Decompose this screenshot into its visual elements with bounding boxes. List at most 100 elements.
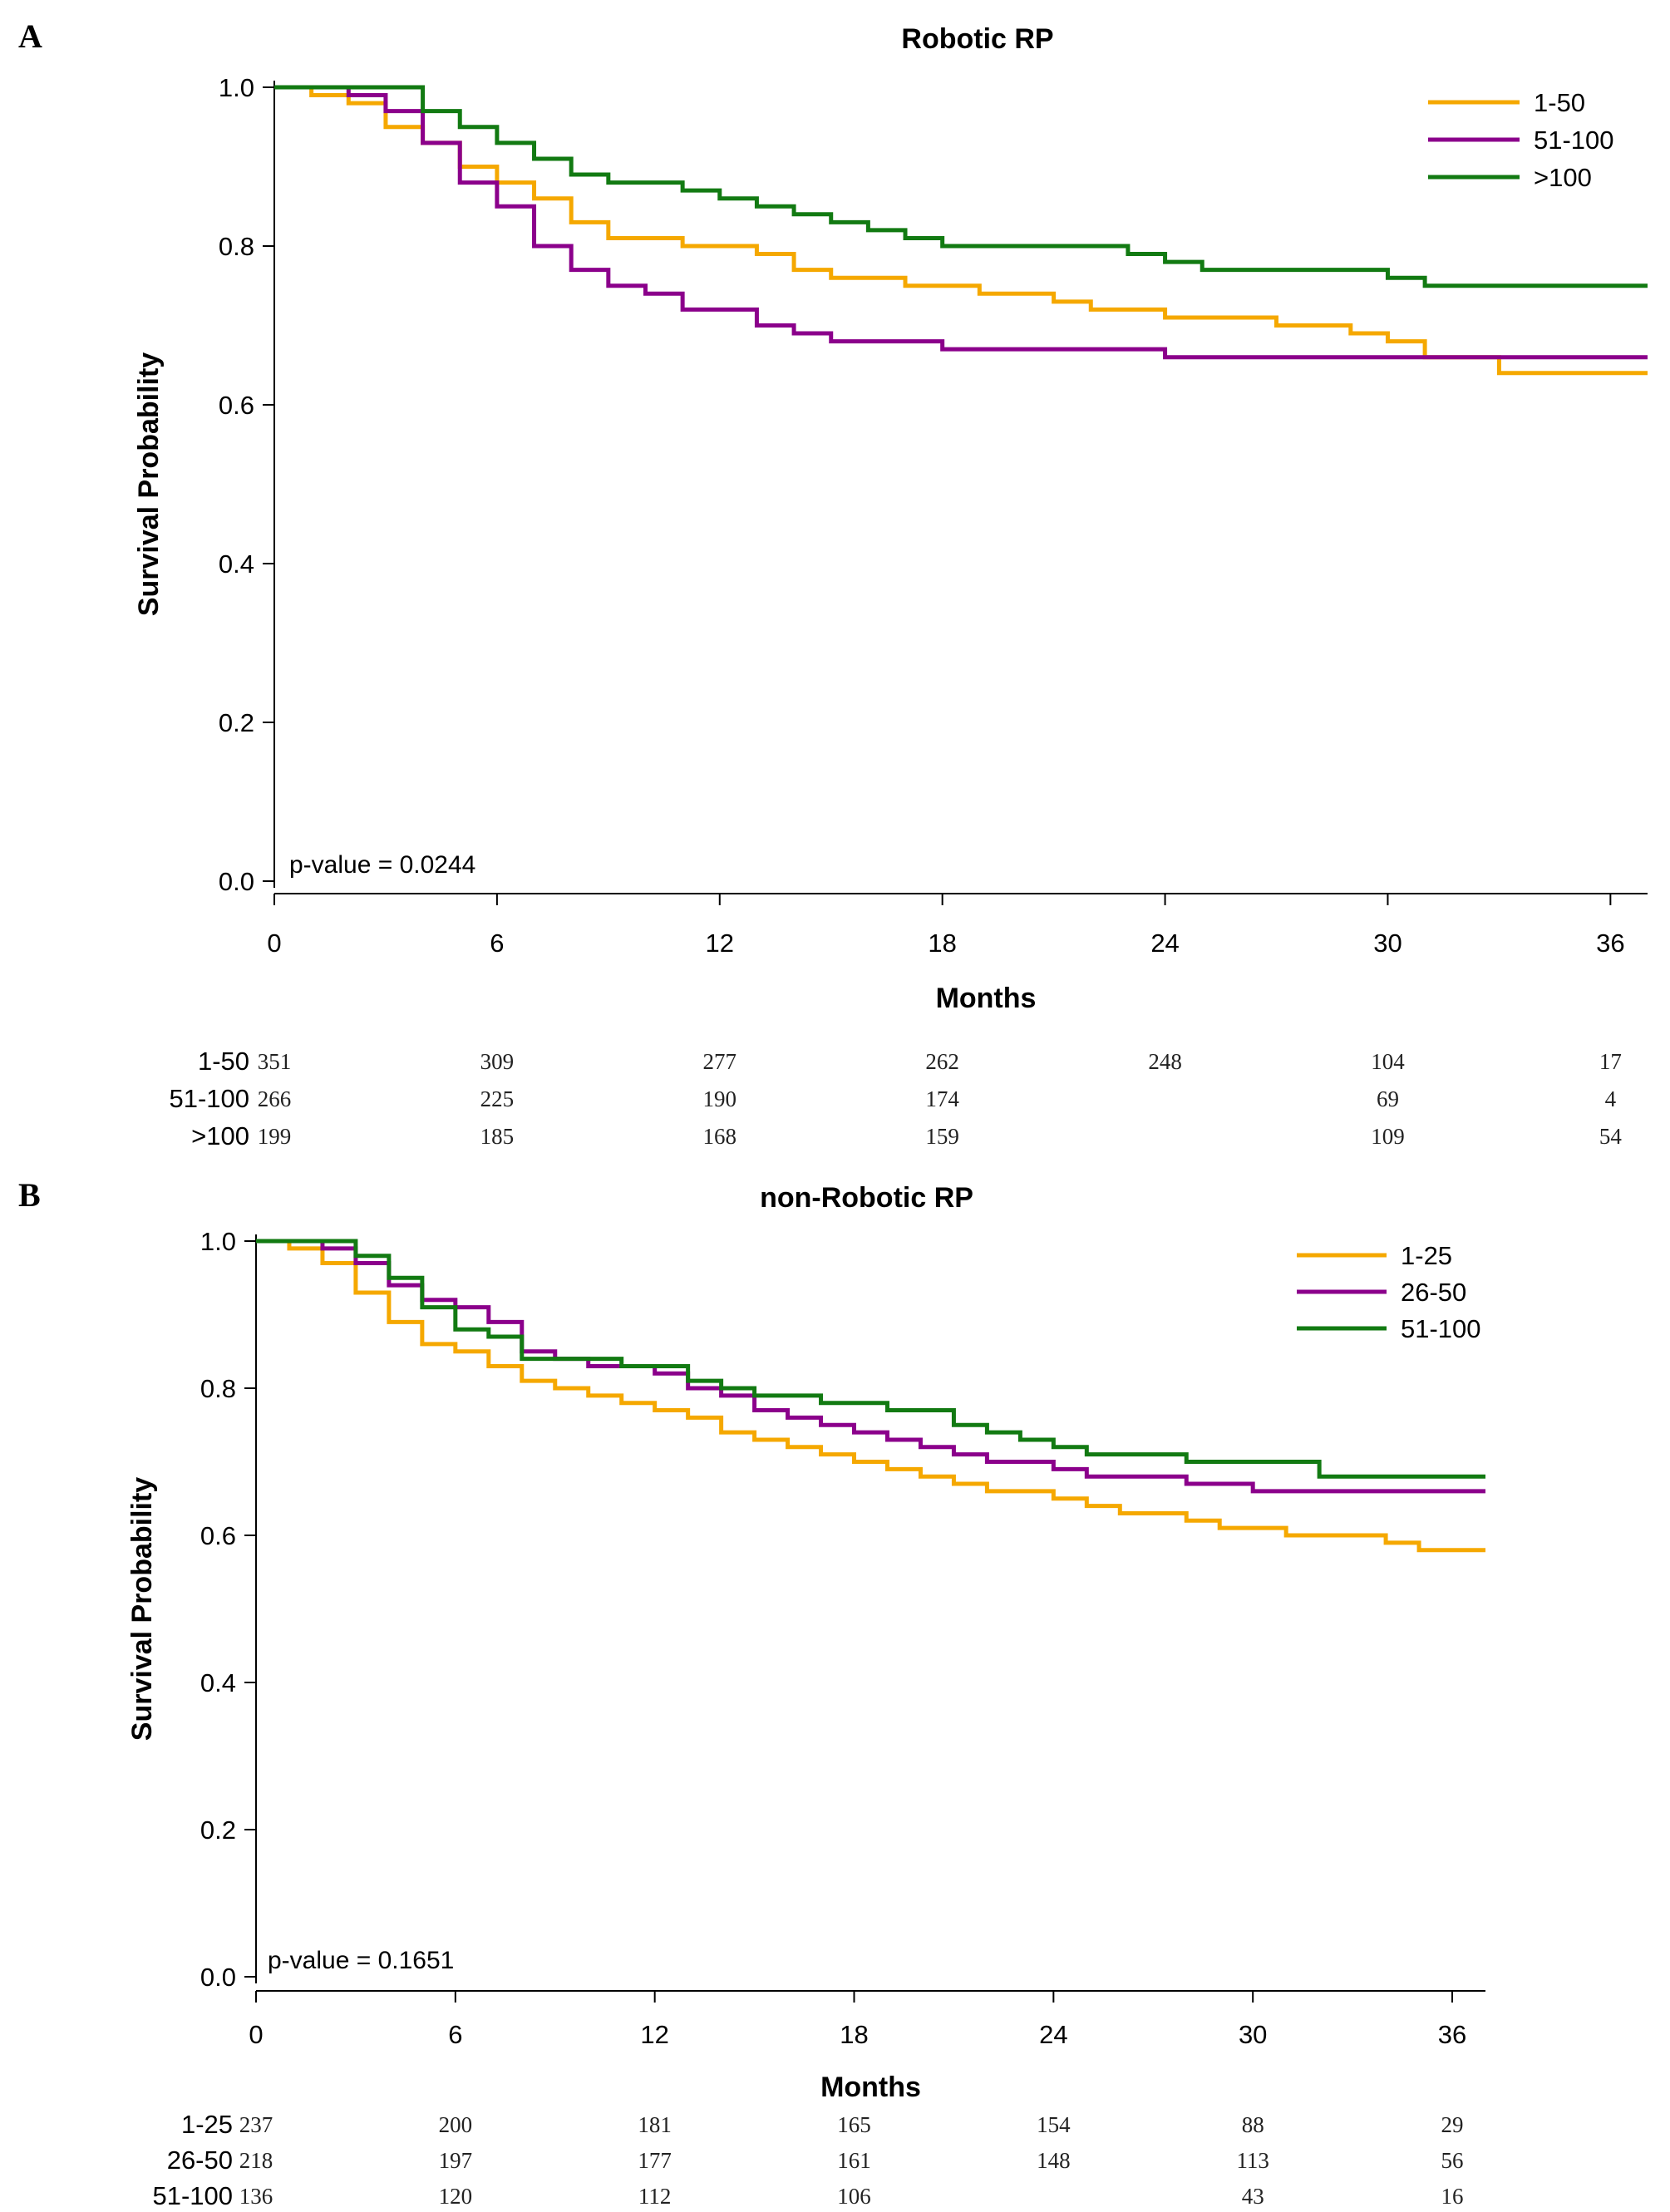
risk-count: 237 [239, 2112, 273, 2137]
risk-count: 225 [480, 1086, 515, 1111]
risk-count: 199 [258, 1124, 292, 1149]
x-tick-label: 12 [640, 2020, 668, 2049]
x-tick-label: 0 [267, 929, 281, 958]
y-tick-label: 0.6 [219, 391, 254, 420]
risk-count: 185 [480, 1124, 515, 1149]
risk-table: 1-50 351 309 277 262 248 104 17 51-100 266 225 190 1… [169, 1047, 1622, 1150]
x-tick-label: 18 [840, 2020, 868, 2049]
risk-count: 309 [480, 1049, 515, 1074]
risk-count: 29 [1441, 2112, 1464, 2137]
risk-count: 262 [925, 1049, 959, 1074]
survival-curve-125 [256, 1239, 1485, 1553]
legend: 1-50 51-100 >100 [1428, 88, 1614, 192]
legend-label: 1-25 [1401, 1241, 1452, 1270]
p-value-label: p-value = 0.1651 [268, 1947, 454, 1974]
survival-curve-2650 [256, 1239, 1485, 1494]
legend-label: 26-50 [1401, 1278, 1466, 1307]
risk-count: 351 [258, 1049, 292, 1074]
risk-group-label: >100 [191, 1121, 249, 1150]
survival-curve-150 [274, 85, 1648, 376]
y-tick-label: 0.4 [200, 1668, 236, 1697]
x-tick-label: 36 [1438, 2020, 1466, 2049]
x-tick-label: 30 [1373, 929, 1402, 958]
y-axis-label: Survival Probability [133, 352, 165, 617]
risk-count: 113 [1236, 2148, 1269, 2173]
risk-count: 148 [1037, 2148, 1071, 2173]
survival-curve-100 [274, 85, 1648, 288]
risk-count: 266 [258, 1086, 292, 1111]
risk-count: 104 [1371, 1049, 1405, 1074]
risk-count: 165 [837, 2112, 871, 2137]
risk-group-label: 1-50 [198, 1047, 249, 1076]
survival-curve-51100 [274, 85, 1648, 360]
x-tick-label: 12 [706, 929, 734, 958]
legend-label: 51-100 [1401, 1314, 1481, 1343]
x-tick-label: 36 [1596, 929, 1624, 958]
risk-count: 4 [1605, 1086, 1617, 1111]
y-axis-label: Survival Probability [126, 1477, 158, 1742]
risk-count: 56 [1441, 2148, 1464, 2173]
x-axis-label: Months [936, 983, 1037, 1014]
legend-label: 1-50 [1534, 88, 1585, 117]
x-tick-label: 0 [249, 2020, 263, 2049]
risk-count: 197 [439, 2148, 473, 2173]
risk-count: 168 [703, 1124, 737, 1149]
risk-count: 174 [925, 1086, 959, 1111]
chart-title: Robotic RP [901, 23, 1053, 55]
risk-count: 120 [439, 2184, 473, 2209]
risk-count: 136 [239, 2184, 273, 2209]
risk-count: 161 [837, 2148, 871, 2173]
chart-title: non-Robotic RP [760, 1182, 973, 1214]
y-tick-label: 0.0 [219, 867, 254, 896]
risk-count: 112 [638, 2184, 672, 2209]
x-tick-label: 6 [490, 929, 504, 958]
risk-count: 109 [1371, 1124, 1405, 1149]
x-tick-label: 24 [1150, 929, 1179, 958]
y-tick-label: 0.2 [219, 708, 254, 737]
panel-letter: B [18, 1176, 41, 1214]
y-tick-label: 0.4 [219, 549, 254, 579]
risk-count: 17 [1599, 1049, 1622, 1074]
risk-count: 159 [925, 1124, 959, 1149]
risk-group-label: 26-50 [167, 2145, 233, 2175]
legend: 1-25 26-50 51-100 [1297, 1241, 1481, 1343]
risk-count: 181 [638, 2112, 672, 2137]
risk-count: 16 [1441, 2184, 1464, 2209]
y-tick-label: 0.0 [200, 1963, 236, 1992]
risk-count: 69 [1377, 1086, 1399, 1111]
y-tick-label: 0.2 [200, 1815, 236, 1845]
x-tick-label: 18 [928, 929, 956, 958]
x-tick-label: 30 [1239, 2020, 1267, 2049]
risk-count: 248 [1148, 1049, 1182, 1074]
risk-count: 106 [837, 2184, 871, 2209]
risk-count: 218 [239, 2148, 273, 2173]
y-tick-label: 0.8 [219, 232, 254, 261]
risk-count: 88 [1242, 2112, 1264, 2137]
y-tick-label: 0.8 [200, 1374, 236, 1403]
risk-count: 190 [703, 1086, 737, 1111]
x-tick-label: 6 [448, 2020, 462, 2049]
legend-label: >100 [1534, 163, 1592, 192]
risk-count: 154 [1037, 2112, 1071, 2137]
y-tick-label: 1.0 [219, 73, 254, 102]
risk-group-label: 51-100 [152, 2181, 233, 2210]
risk-count: 177 [638, 2148, 672, 2173]
y-tick-label: 0.6 [200, 1521, 236, 1550]
panel-letter: A [18, 17, 42, 55]
risk-count: 200 [439, 2112, 473, 2137]
risk-group-label: 1-25 [181, 2110, 233, 2139]
y-tick-label: 1.0 [200, 1227, 236, 1256]
x-axis-label: Months [820, 2072, 921, 2103]
x-tick-label: 24 [1039, 2020, 1067, 2049]
risk-group-label: 51-100 [169, 1084, 249, 1113]
p-value-label: p-value = 0.0244 [289, 851, 475, 879]
risk-count: 43 [1242, 2184, 1264, 2209]
risk-count: 277 [703, 1049, 737, 1074]
survival-curve-51100 [256, 1239, 1485, 1479]
legend-label: 51-100 [1534, 126, 1614, 155]
panel-a: A Robotic RP 0.0 0.2 0.4 0.6 0.8 1.0 0 6 12 18 24 30 3… [18, 17, 1648, 1150]
risk-count: 54 [1599, 1124, 1623, 1149]
